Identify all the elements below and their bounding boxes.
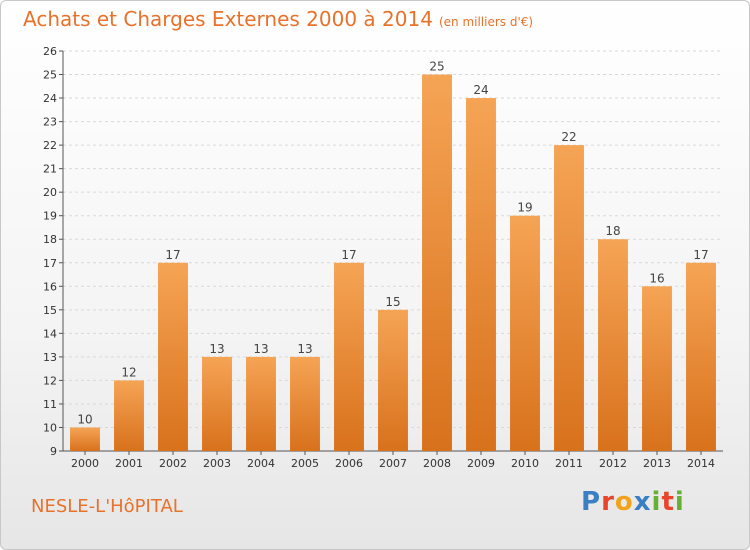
data-labels: 10 12 17 13 13 13 17 15 25 24 19 22 18 16 17 (77, 60, 708, 427)
data-label: 17 (165, 248, 180, 262)
bar (686, 262, 716, 451)
data-label: 19 (517, 201, 532, 215)
x-tick-label: 2014 (687, 457, 715, 470)
bar (378, 309, 408, 451)
x-tick-label: 2010 (511, 457, 539, 470)
x-tick-label: 2011 (555, 457, 583, 470)
bar (466, 98, 496, 451)
y-tick-label: 23 (43, 116, 57, 129)
bar (510, 215, 540, 451)
bar (290, 356, 320, 451)
y-tick-label: 26 (43, 45, 57, 58)
data-label: 15 (385, 295, 400, 309)
y-tick-label: 9 (50, 445, 57, 458)
y-tick-label: 11 (43, 398, 57, 411)
data-label: 16 (649, 271, 664, 285)
bar (246, 356, 276, 451)
y-tick-label: 16 (43, 280, 57, 293)
x-tick-label: 2004 (247, 457, 275, 470)
y-tick-label: 21 (43, 163, 57, 176)
bar (158, 262, 188, 451)
bar (422, 74, 452, 451)
proxiti-logo[interactable]: Proxiti (581, 487, 685, 517)
bar (598, 239, 628, 451)
place-name: NESLE-L'HôPITAL (31, 496, 183, 517)
y-tick-label: 10 (43, 421, 57, 434)
y-tick-label: 20 (43, 186, 57, 199)
data-label: 17 (341, 248, 356, 262)
x-tick-label: 2013 (643, 457, 671, 470)
logo-letter: P (581, 487, 602, 517)
logo-letter: r (601, 487, 615, 517)
logo-letter: i (674, 487, 685, 517)
logo-letter: t (661, 487, 675, 517)
y-tick-label: 14 (43, 327, 57, 340)
data-label: 13 (297, 342, 312, 356)
y-tick-label: 17 (43, 257, 57, 270)
y-tick-label: 15 (43, 304, 57, 317)
data-label: 13 (253, 342, 268, 356)
logo-letter: o (614, 487, 634, 517)
data-label: 22 (561, 130, 576, 144)
logo-letter: i (651, 487, 662, 517)
data-label: 12 (121, 365, 136, 379)
bar (70, 427, 100, 451)
x-tick-label: 2001 (115, 457, 143, 470)
y-tick-labels: 9 10 11 12 13 14 15 16 17 18 19 20 21 22 23 24 25 26 (43, 45, 57, 458)
x-tick-label: 2003 (203, 457, 231, 470)
data-label: 24 (473, 83, 488, 97)
bar (202, 356, 232, 451)
bar (554, 145, 584, 451)
x-tick-label: 2000 (71, 457, 99, 470)
x-tick-label: 2002 (159, 457, 187, 470)
x-tick-label: 2005 (291, 457, 319, 470)
y-tick-label: 24 (43, 92, 57, 105)
y-tick-label: 12 (43, 374, 57, 387)
x-tick-label: 2006 (335, 457, 363, 470)
data-label: 17 (693, 248, 708, 262)
x-tick-label: 2007 (379, 457, 407, 470)
y-tick-label: 25 (43, 69, 57, 82)
y-tick-label: 22 (43, 139, 57, 152)
bar (642, 286, 672, 451)
x-tick-labels: 2000 2001 2002 2003 2004 2005 2006 2007 2008 2009… (71, 457, 715, 470)
y-tick-label: 19 (43, 210, 57, 223)
bar (114, 380, 144, 451)
data-label: 10 (77, 412, 92, 426)
y-tick-label: 13 (43, 351, 57, 364)
x-tick-label: 2009 (467, 457, 495, 470)
x-tick-label: 2008 (423, 457, 451, 470)
data-label: 25 (429, 60, 444, 74)
logo-letter: x (633, 487, 652, 517)
bars (70, 74, 716, 451)
chart-title: Achats et Charges Externes 2000 à 2014 (e… (23, 7, 533, 31)
chart-title-text: Achats et Charges Externes 2000 à 2014 (23, 7, 433, 31)
x-tick-label: 2012 (599, 457, 627, 470)
data-label: 18 (605, 224, 620, 238)
bar (334, 262, 364, 451)
y-tick-label: 18 (43, 233, 57, 246)
data-label: 13 (209, 342, 224, 356)
chart-subtitle: (en milliers d'€) (438, 15, 534, 29)
